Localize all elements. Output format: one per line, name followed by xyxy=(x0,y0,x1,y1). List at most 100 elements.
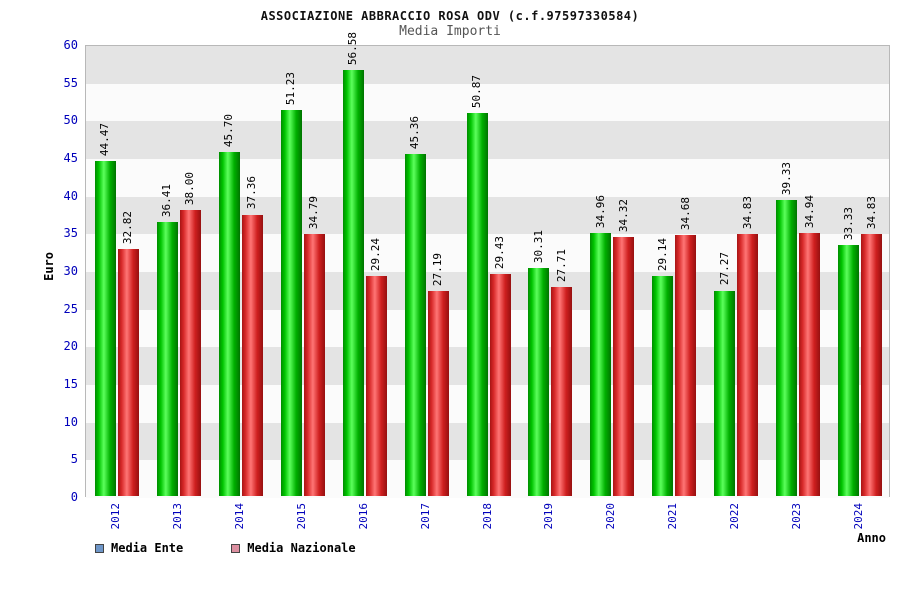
bar-media-ente xyxy=(218,151,240,496)
bar-value-label: 34.79 xyxy=(307,195,321,229)
y-tick-label: 25 xyxy=(63,301,78,316)
bar-value-label: 45.70 xyxy=(222,113,236,147)
bar-media-ente xyxy=(280,110,302,496)
bar-media-ente xyxy=(404,154,426,496)
plot-band xyxy=(86,159,889,197)
y-tick-label: 10 xyxy=(63,414,78,429)
bar-value-label: 30.31 xyxy=(531,229,545,263)
x-tick-label: 2021 xyxy=(666,503,680,530)
plot-band xyxy=(86,309,889,348)
y-tick-label: 40 xyxy=(63,188,78,203)
bar-value-label: 36.41 xyxy=(160,183,174,217)
bar-value-label: 38.00 xyxy=(183,171,197,205)
bar-media-nazionale xyxy=(489,274,511,496)
y-tick-label: 30 xyxy=(63,264,78,278)
bar-value-label: 39.33 xyxy=(779,161,793,195)
bar-media-ente xyxy=(714,290,736,496)
bar-value-label: 50.87 xyxy=(470,74,483,108)
bar-media-nazionale xyxy=(613,237,635,496)
plot-band xyxy=(86,83,889,122)
y-tick-label: 55 xyxy=(63,75,78,90)
bar-media-nazionale xyxy=(117,248,139,496)
x-tick-label: 2016 xyxy=(356,503,370,530)
plot-band xyxy=(86,460,889,498)
bar-value-label: 44.47 xyxy=(98,122,112,156)
bar-media-ente xyxy=(838,244,860,496)
legend-label: Media Nazionale xyxy=(247,541,356,555)
bar-media-nazionale xyxy=(241,214,263,496)
bar-value-label: 27.19 xyxy=(431,253,445,287)
y-tick-label: 35 xyxy=(63,226,78,241)
bar-value-label: 29.24 xyxy=(369,237,383,271)
x-tick-label: 2015 xyxy=(294,503,308,530)
legend-item: Media Ente xyxy=(95,541,183,555)
bar-value-label: 34.83 xyxy=(740,195,754,229)
bar-value-label: 51.23 xyxy=(284,71,298,106)
legend-item: Media Nazionale xyxy=(231,541,356,555)
plot-band xyxy=(86,196,889,235)
x-tick-label: 2017 xyxy=(418,503,432,530)
plot-band xyxy=(86,121,889,159)
y-tick-label: 45 xyxy=(63,151,78,165)
bar-media-ente xyxy=(528,267,550,496)
bar-value-label: 45.36 xyxy=(408,116,422,150)
y-tick-label: 50 xyxy=(63,113,78,128)
y-tick-label: 60 xyxy=(63,38,78,52)
bar-value-label: 37.36 xyxy=(245,176,259,210)
bar-value-label: 29.14 xyxy=(655,238,669,272)
bar-media-ente xyxy=(776,199,798,496)
y-tick-label: 15 xyxy=(63,377,78,391)
y-tick-label: 20 xyxy=(63,339,78,354)
y-tick-label: 5 xyxy=(70,452,78,467)
bar-value-label: 27.27 xyxy=(717,252,731,286)
bar-value-label: 56.58 xyxy=(346,31,360,65)
x-tick-label: 2018 xyxy=(480,503,494,530)
plot-band xyxy=(86,347,889,385)
x-tick-label: 2014 xyxy=(232,503,246,530)
x-tick-label: 2012 xyxy=(108,503,122,530)
plot-area: 44.47 32.82 36.41 38.00 45.70 37.36 51.23 34.79… xyxy=(85,32,890,498)
bar-media-nazionale xyxy=(737,233,759,496)
bar-media-nazionale xyxy=(365,275,387,496)
bar-media-nazionale xyxy=(675,234,697,496)
bar-media-nazionale xyxy=(551,287,573,496)
chart-subtitle: Media Importi xyxy=(399,24,501,39)
legend-label: Media Ente xyxy=(111,541,184,555)
bar-value-label: 34.96 xyxy=(593,194,607,228)
x-tick-label: 2024 xyxy=(852,503,866,530)
chart-title: ASSOCIAZIONE ABBRACCIO ROSA ODV (c.f.975… xyxy=(260,9,640,23)
bar-value-label: 34.94 xyxy=(802,194,816,228)
bar-value-label: 33.33 xyxy=(841,206,855,240)
bar-media-ente xyxy=(94,161,116,496)
bar-value-label: 27.71 xyxy=(554,249,568,283)
bar-media-ente xyxy=(342,69,364,496)
plot-band xyxy=(86,422,889,461)
x-tick-label: 2022 xyxy=(728,503,742,530)
x-axis-title: Anno xyxy=(857,531,886,545)
y-tick-label: 0 xyxy=(70,490,78,504)
bar-value-label: 34.68 xyxy=(678,196,692,230)
bar-media-nazionale xyxy=(303,233,325,496)
bar-media-nazionale xyxy=(861,233,883,496)
bar-media-nazionale xyxy=(427,291,449,496)
bar-media-ente xyxy=(652,276,674,496)
bar-value-label: 34.83 xyxy=(864,195,878,229)
bar-value-label: 32.82 xyxy=(121,210,135,244)
plot-band xyxy=(86,46,889,84)
bar-media-ente xyxy=(466,112,488,496)
bar-value-label: 29.43 xyxy=(493,236,506,270)
bar-media-ente xyxy=(156,221,178,496)
bar-value-label: 34.32 xyxy=(616,199,630,233)
bar-media-ente xyxy=(590,232,612,496)
x-tick-label: 2023 xyxy=(790,503,804,530)
bar-media-nazionale xyxy=(799,232,821,496)
plot-band xyxy=(86,234,889,272)
x-tick-label: 2020 xyxy=(604,503,618,530)
x-tick-label: 2019 xyxy=(542,503,556,530)
legend-swatch xyxy=(231,543,241,553)
plot-band xyxy=(86,272,889,310)
plot-band xyxy=(86,385,889,423)
legend: Media Ente Media Nazionale xyxy=(95,541,356,555)
legend-swatch xyxy=(95,543,104,553)
